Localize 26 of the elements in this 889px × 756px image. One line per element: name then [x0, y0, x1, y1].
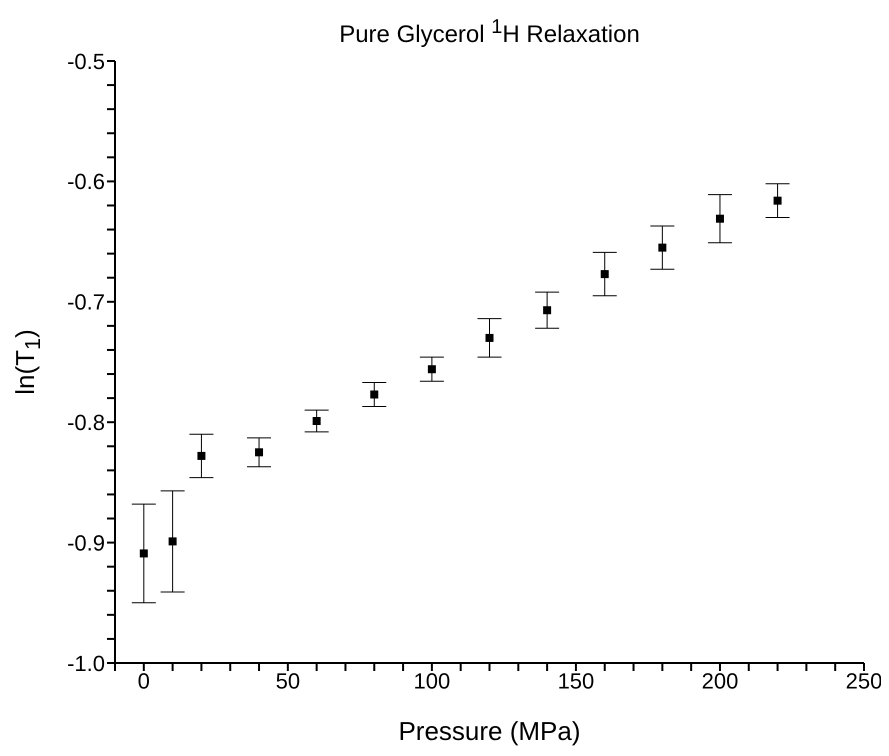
point	[716, 214, 724, 223]
y-tick-label: -1.0	[67, 650, 105, 676]
x-tick-label: 0	[138, 668, 150, 694]
point	[486, 334, 494, 342]
point	[168, 537, 177, 546]
y-tick-label: -0.6	[67, 169, 105, 194]
x-tick-label: 100	[414, 668, 450, 694]
point	[140, 549, 148, 558]
point	[543, 306, 552, 314]
chart-title: Pure Glycerol $^{1}$H Relaxation	[338, 16, 641, 49]
x-tick-label: 50	[276, 668, 300, 694]
point	[370, 390, 378, 399]
point	[312, 416, 321, 425]
point	[774, 196, 782, 205]
point	[658, 244, 666, 252]
point	[255, 448, 264, 456]
x-tick-label: 200	[702, 668, 738, 694]
x-axis-title: Pressure (MPa)	[398, 716, 581, 746]
y-tick-label: -0.7	[67, 290, 105, 315]
point	[600, 270, 609, 278]
y-tick-label: -0.9	[67, 530, 105, 556]
x-tick-label: 150	[558, 668, 594, 694]
point	[197, 452, 206, 460]
point	[428, 365, 436, 374]
y-tick-label: -0.5	[67, 48, 105, 74]
y-tick-label: -0.8	[67, 410, 105, 436]
